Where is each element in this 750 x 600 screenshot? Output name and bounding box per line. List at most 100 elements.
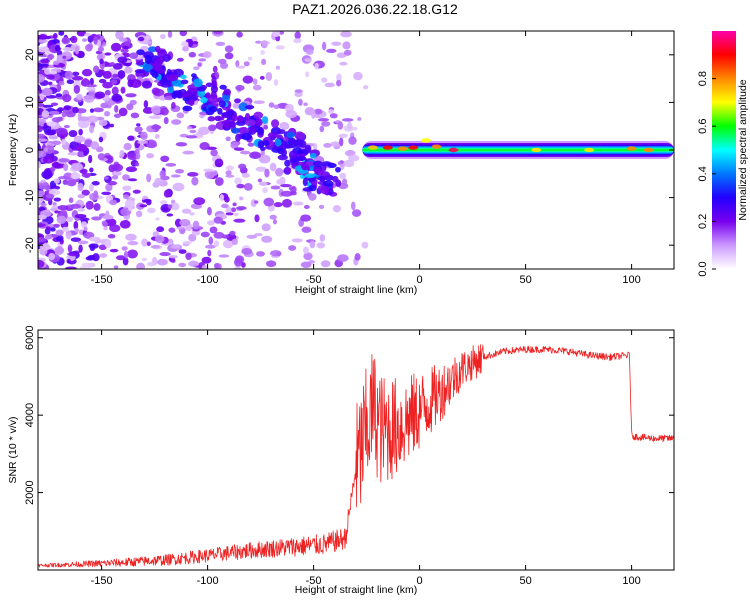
- spectrogram-noise-cell: [351, 126, 358, 131]
- spectrogram-noise-cell: [38, 160, 42, 169]
- spectrogram-noise-cell: [280, 184, 292, 188]
- spectrogram-noise-cell: [89, 108, 95, 113]
- spectrogram-trace-cell: [191, 73, 197, 78]
- spectrogram-trace-cell: [135, 61, 145, 66]
- spectrogram-noise-cell: [141, 238, 149, 247]
- spectrogram-noise-cell: [118, 107, 128, 117]
- spectrogram-noise-cell: [215, 41, 226, 46]
- spectrogram-trace-cell: [181, 91, 193, 98]
- spectrogram-noise-cell: [340, 31, 352, 38]
- spectrogram-noise-cell: [235, 84, 245, 91]
- spectrogram-noise-cell: [321, 121, 331, 127]
- spectrogram-noise-cell: [66, 216, 74, 222]
- spectrogram-noise-cell: [42, 104, 54, 108]
- spectrogram-noise-cell: [123, 251, 129, 259]
- spectrogram-noise-cell: [304, 57, 312, 63]
- spectrogram-noise-cell: [361, 241, 369, 249]
- spectrogram-trace-cell: [315, 169, 324, 176]
- spectrogram-noise-cell: [156, 258, 168, 266]
- spectrogram-noise-cell: [239, 196, 244, 201]
- spectrogram-noise-cell: [168, 227, 176, 233]
- spectrogram-noise-cell: [150, 105, 163, 115]
- spectrogram-trace-cell: [237, 115, 244, 123]
- spectrogram-trace-cell: [196, 86, 206, 92]
- spectrogram-noise-cell: [75, 144, 88, 152]
- spectrogram-noise-cell: [46, 121, 57, 127]
- spectrogram-noise-cell: [219, 62, 229, 69]
- spectrogram-noise-cell: [242, 75, 254, 84]
- spectrogram-trace-cell: [151, 71, 159, 78]
- spectrogram-trace-cell: [241, 132, 253, 141]
- spectrogram-noise-cell: [85, 43, 93, 52]
- spectrogram-noise-cell: [276, 178, 285, 185]
- spectrogram-noise-cell: [328, 109, 334, 114]
- spectrogram-noise-cell: [218, 254, 230, 258]
- spectrogram-noise-cell: [202, 51, 212, 59]
- spectrogram-noise-cell: [66, 79, 75, 85]
- spectrogram-y-tick-label: -20: [24, 237, 36, 253]
- spectrogram-noise-cell: [55, 93, 63, 98]
- spectrogram-noise-cell: [88, 243, 99, 249]
- spectrogram-noise-cell: [56, 127, 68, 135]
- spectrogram-trace-cell: [231, 114, 238, 122]
- spectrogram-noise-cell: [48, 110, 60, 115]
- snr-series-line: [38, 344, 674, 568]
- spectrogram-noise-cell: [357, 117, 362, 121]
- spectrogram-noise-cell: [38, 259, 45, 268]
- spectrogram-noise-cell: [337, 254, 349, 262]
- spectrogram-trace-cell: [294, 131, 305, 140]
- spectrogram-noise-cell: [59, 209, 68, 218]
- spectrogram-noise-cell: [253, 200, 259, 204]
- spectrogram-noise-cell: [165, 163, 177, 167]
- snr-x-tick-label: -150: [91, 575, 113, 587]
- spectrogram-noise-cell: [225, 170, 232, 176]
- carrier-hotspot: [643, 147, 654, 153]
- spectrogram-noise-cell: [90, 141, 99, 150]
- spectrogram-noise-cell: [212, 65, 218, 73]
- spectrogram-noise-cell: [56, 54, 65, 64]
- spectrogram-trace-cell: [238, 102, 248, 112]
- spectrogram-noise-cell: [70, 172, 81, 180]
- spectrogram-trace-cell: [288, 150, 298, 160]
- spectrogram-noise-cell: [55, 229, 64, 236]
- spectrogram-noise-cell: [112, 163, 124, 172]
- spectrogram-noise-cell: [38, 125, 42, 131]
- spectrogram-trace-cell: [210, 84, 219, 94]
- spectrogram-trace-cell: [335, 179, 342, 187]
- spectrogram-noise-cell: [236, 65, 246, 69]
- spectrogram-noise-cell: [71, 162, 83, 172]
- spectrogram-noise-cell: [259, 75, 265, 80]
- spectrogram-noise-cell: [214, 158, 224, 168]
- spectrogram-noise-cell: [160, 155, 170, 163]
- spectrogram-noise-cell: [209, 226, 218, 234]
- spectrogram-noise-cell: [39, 92, 45, 101]
- spectrogram-noise-cell: [97, 153, 106, 161]
- spectrogram-noise-cell: [214, 263, 222, 269]
- spectrogram-noise-cell: [77, 119, 90, 129]
- spectrogram-noise-cell: [125, 233, 137, 241]
- spectrogram-noise-cell: [201, 256, 212, 264]
- spectrogram-noise-cell: [85, 200, 94, 210]
- spectrogram-noise-cell: [38, 46, 49, 53]
- spectrogram-noise-cell: [63, 105, 72, 111]
- spectrogram-noise-cell: [319, 234, 326, 242]
- spectrogram-noise-cell: [222, 239, 234, 249]
- spectrogram-noise-cell: [207, 220, 215, 226]
- spectrogram-noise-cell: [129, 52, 139, 59]
- spectrogram-trace-cell: [335, 166, 341, 173]
- spectrogram-noise-cell: [221, 203, 229, 209]
- spectrogram-noise-cell: [135, 152, 141, 160]
- spectrogram-noise-cell: [51, 38, 60, 44]
- spectrogram-noise-cell: [107, 180, 118, 186]
- spectrogram-y-tick-label: -10: [24, 190, 36, 206]
- spectrogram-noise-cell: [38, 200, 43, 205]
- spectrogram-noise-cell: [78, 150, 84, 157]
- spectrogram-trace-cell: [167, 86, 174, 94]
- spectrogram-noise-cell: [247, 142, 255, 147]
- spectrogram-noise-cell: [68, 130, 78, 138]
- spectrogram-noise-cell: [111, 93, 123, 102]
- spectrogram-noise-cell: [224, 52, 234, 60]
- spectrogram-noise-cell: [142, 107, 154, 114]
- spectrogram-noise-cell: [235, 60, 240, 68]
